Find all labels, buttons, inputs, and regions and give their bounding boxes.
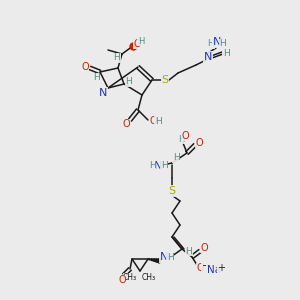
Text: N: N [213, 37, 221, 47]
Text: S: S [161, 75, 169, 85]
Text: O: O [200, 243, 208, 253]
Text: H: H [172, 154, 179, 163]
Text: N: N [204, 52, 212, 62]
Text: O: O [149, 116, 157, 126]
Text: H: H [223, 50, 230, 58]
Text: CH₃: CH₃ [123, 274, 137, 283]
Text: H: H [114, 53, 120, 62]
Text: O: O [181, 131, 189, 141]
Text: Na: Na [207, 265, 221, 275]
Text: O: O [133, 39, 141, 49]
Text: O: O [195, 138, 203, 148]
Text: O: O [196, 263, 204, 273]
Text: N: N [99, 88, 107, 98]
Text: H: H [126, 77, 132, 86]
Text: H: H [178, 134, 184, 143]
Text: H: H [208, 40, 214, 49]
Text: N: N [154, 161, 162, 171]
Text: H: H [93, 74, 99, 82]
Text: CH₃: CH₃ [142, 274, 156, 283]
Text: H: H [167, 253, 173, 262]
Text: O: O [81, 62, 89, 72]
Text: S: S [168, 186, 175, 196]
Text: H: H [186, 247, 192, 256]
Text: N: N [160, 252, 168, 262]
Text: −: − [202, 261, 210, 271]
Text: O: O [118, 275, 126, 285]
Text: H: H [148, 161, 155, 170]
Text: H: H [138, 37, 144, 46]
Text: H: H [154, 116, 161, 125]
Text: +: + [217, 263, 225, 273]
Text: H: H [220, 40, 226, 49]
Polygon shape [148, 259, 160, 263]
Text: H: H [160, 161, 167, 170]
Text: O: O [122, 119, 130, 129]
